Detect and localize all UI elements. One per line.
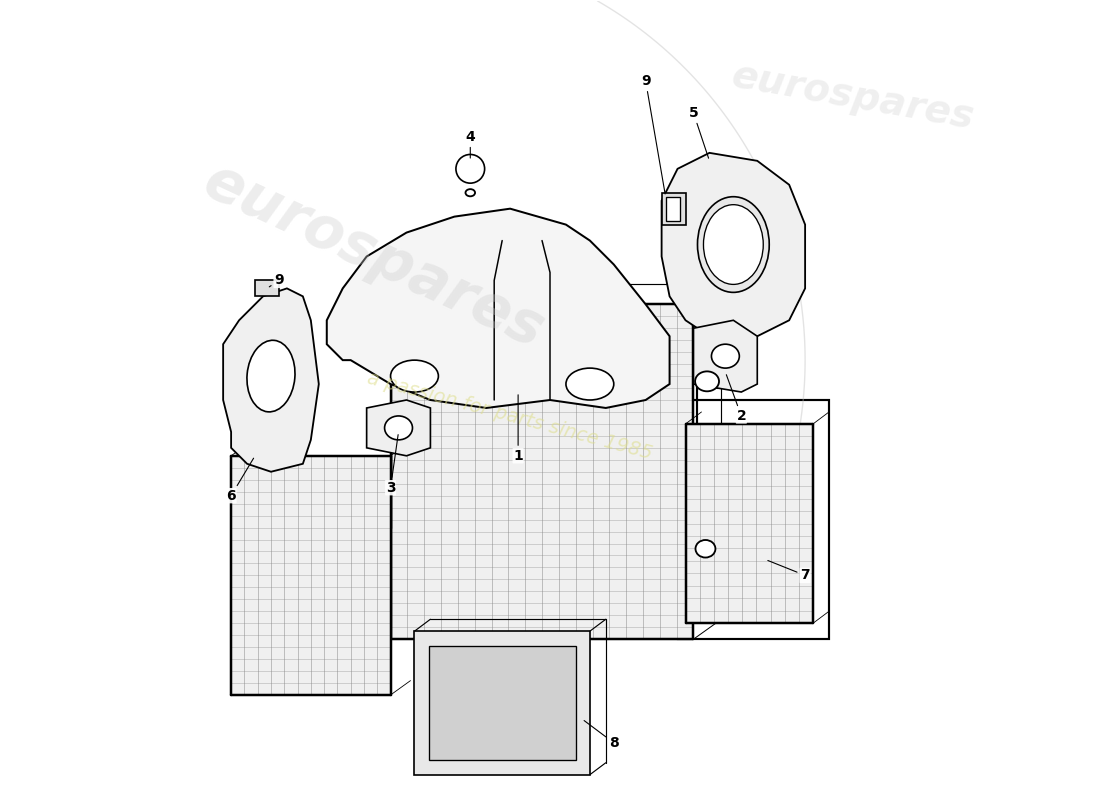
Ellipse shape (704, 205, 763, 285)
Text: 7: 7 (768, 561, 810, 582)
Ellipse shape (565, 368, 614, 400)
Text: 3: 3 (386, 434, 398, 494)
Polygon shape (327, 209, 670, 408)
Polygon shape (666, 197, 680, 221)
Polygon shape (661, 153, 805, 336)
Text: 8: 8 (584, 721, 618, 750)
Ellipse shape (695, 540, 715, 558)
Ellipse shape (390, 360, 439, 392)
Ellipse shape (695, 371, 719, 391)
Text: 9: 9 (641, 74, 666, 194)
Ellipse shape (465, 189, 475, 196)
Ellipse shape (697, 197, 769, 292)
Polygon shape (223, 288, 319, 472)
Text: 1: 1 (514, 395, 522, 463)
Text: a passion for parts since 1985: a passion for parts since 1985 (365, 369, 654, 463)
Circle shape (455, 154, 485, 183)
Ellipse shape (712, 344, 739, 368)
Text: eurospares: eurospares (728, 57, 977, 137)
Ellipse shape (246, 340, 295, 412)
Polygon shape (685, 424, 813, 623)
Polygon shape (390, 304, 693, 639)
Text: 5: 5 (689, 106, 708, 158)
Ellipse shape (385, 416, 412, 440)
Polygon shape (661, 193, 685, 225)
Polygon shape (366, 400, 430, 456)
Polygon shape (255, 281, 279, 296)
Text: 9: 9 (270, 274, 284, 287)
Text: 6: 6 (227, 458, 254, 502)
Polygon shape (693, 320, 757, 392)
Text: 2: 2 (726, 374, 746, 423)
Polygon shape (415, 631, 590, 774)
Text: 4: 4 (465, 130, 475, 158)
Polygon shape (231, 456, 390, 695)
Polygon shape (429, 646, 575, 760)
Text: eurospares: eurospares (196, 153, 554, 360)
